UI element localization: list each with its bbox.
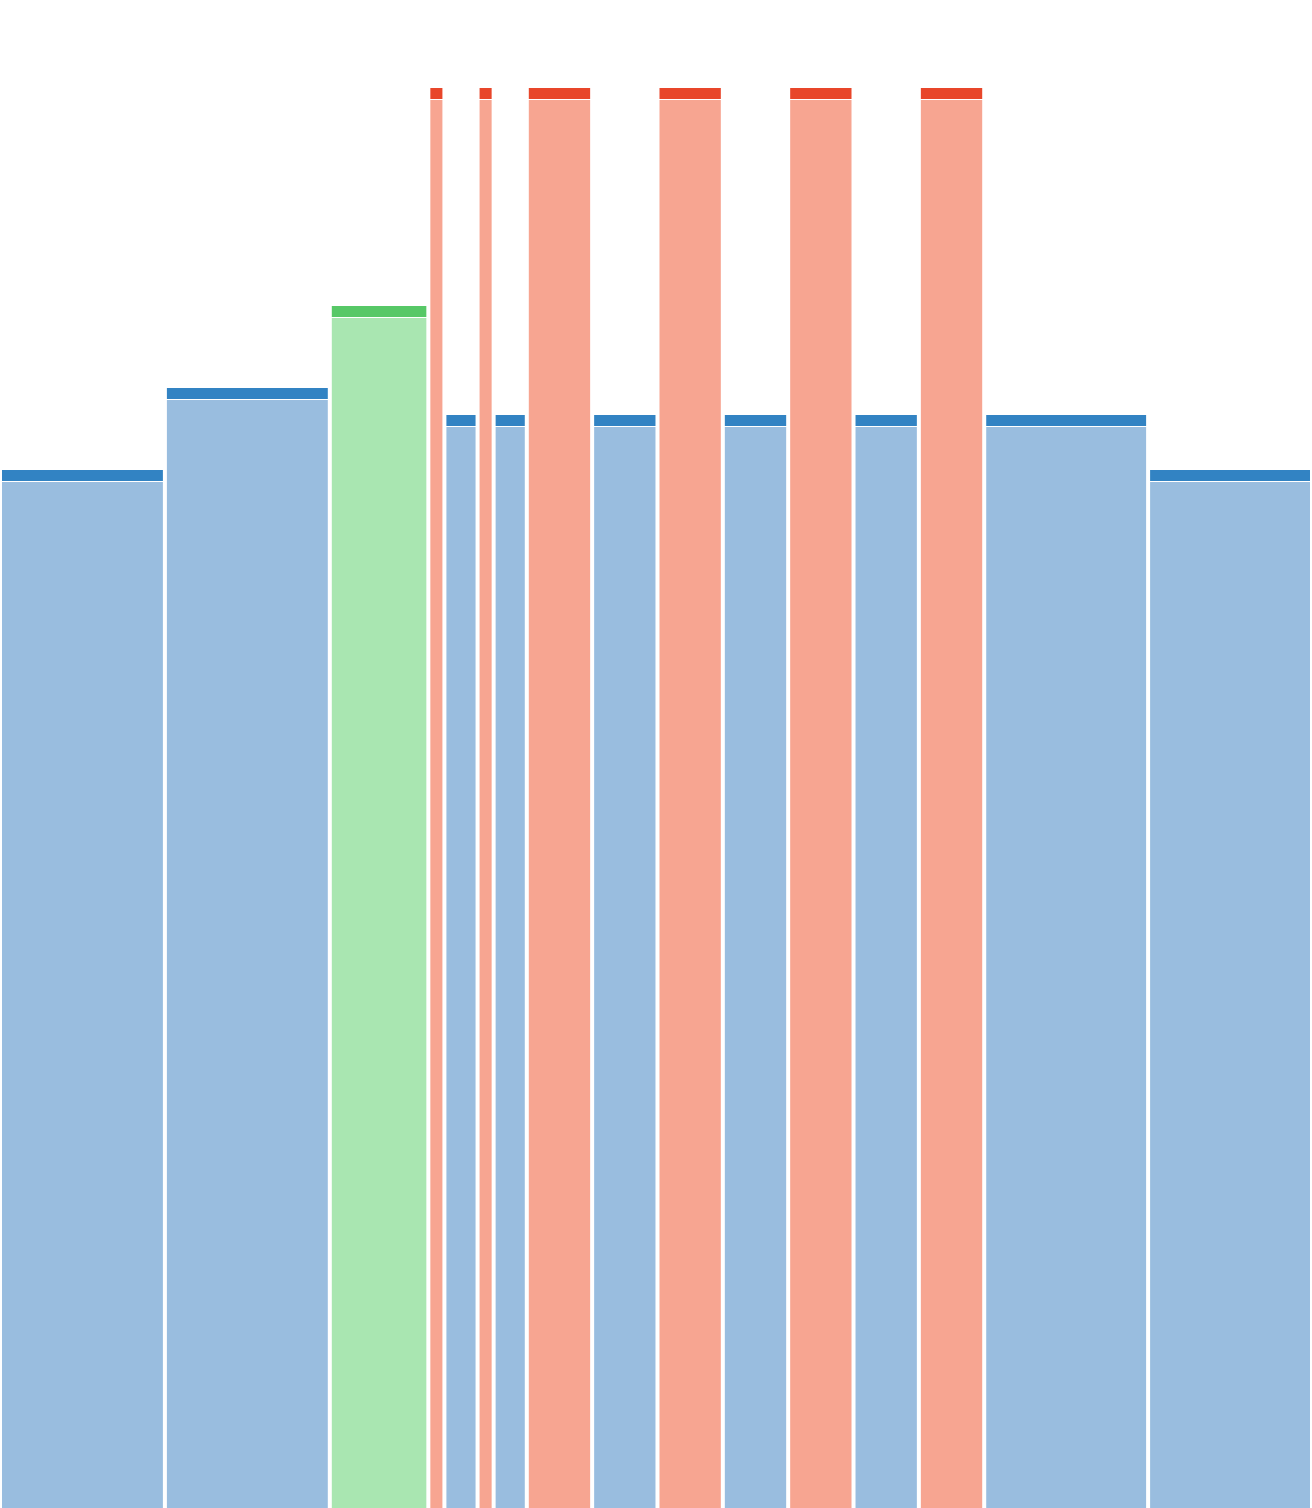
bar-cap [166,388,328,399]
bar-body [528,100,591,1508]
bar-body [594,427,656,1508]
bar-cap [528,88,591,99]
bar-cap [920,88,983,99]
bar-body [1150,482,1310,1508]
bar-8 [528,88,591,1508]
bar-cap [594,415,656,426]
bar-2 [166,388,328,1508]
bar-body [724,427,787,1508]
bar-cap [855,415,917,426]
bar-13 [855,415,917,1508]
bar-cap [446,415,476,426]
bar-12 [790,88,852,1508]
bar-cap [479,88,492,99]
bar-body [2,482,163,1508]
bar-body [495,427,525,1508]
bar-body [331,318,427,1508]
bar-cap [430,88,443,99]
bar-10 [659,88,721,1508]
bar-cap [790,88,852,99]
bar-6 [479,88,492,1508]
bar-body [430,100,443,1508]
bar-body [986,427,1147,1508]
bar-cap [2,470,163,481]
bar-body [920,100,983,1508]
bar-body [855,427,917,1508]
bar-cap [331,306,427,317]
bar-14 [920,88,983,1508]
bar-4 [430,88,443,1508]
bar-body [659,100,721,1508]
bar-16 [1150,470,1310,1508]
bar-body [166,400,328,1508]
bar-body [790,100,852,1508]
bar-3 [331,306,427,1508]
bar-cap [724,415,787,426]
bar-5 [446,415,476,1508]
bar-11 [724,415,787,1508]
bar-cap [495,415,525,426]
bar-1 [2,470,163,1508]
bar-body [446,427,476,1508]
bar-body [479,100,492,1508]
bar-cap [659,88,721,99]
bar-cap [986,415,1147,426]
bar-15 [986,415,1147,1508]
bar-cap [1150,470,1310,481]
bar-9 [594,415,656,1508]
bar-7 [495,415,525,1508]
